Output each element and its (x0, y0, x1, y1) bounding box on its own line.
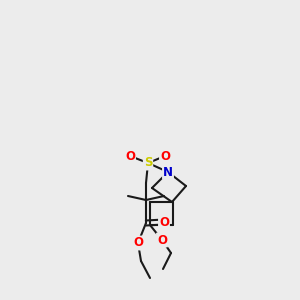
Text: O: O (125, 149, 135, 163)
Text: O: O (133, 236, 143, 250)
Text: N: N (163, 166, 173, 178)
Text: O: O (160, 149, 170, 163)
Text: O: O (159, 215, 169, 229)
Text: S: S (144, 157, 152, 169)
Text: O: O (157, 233, 167, 247)
